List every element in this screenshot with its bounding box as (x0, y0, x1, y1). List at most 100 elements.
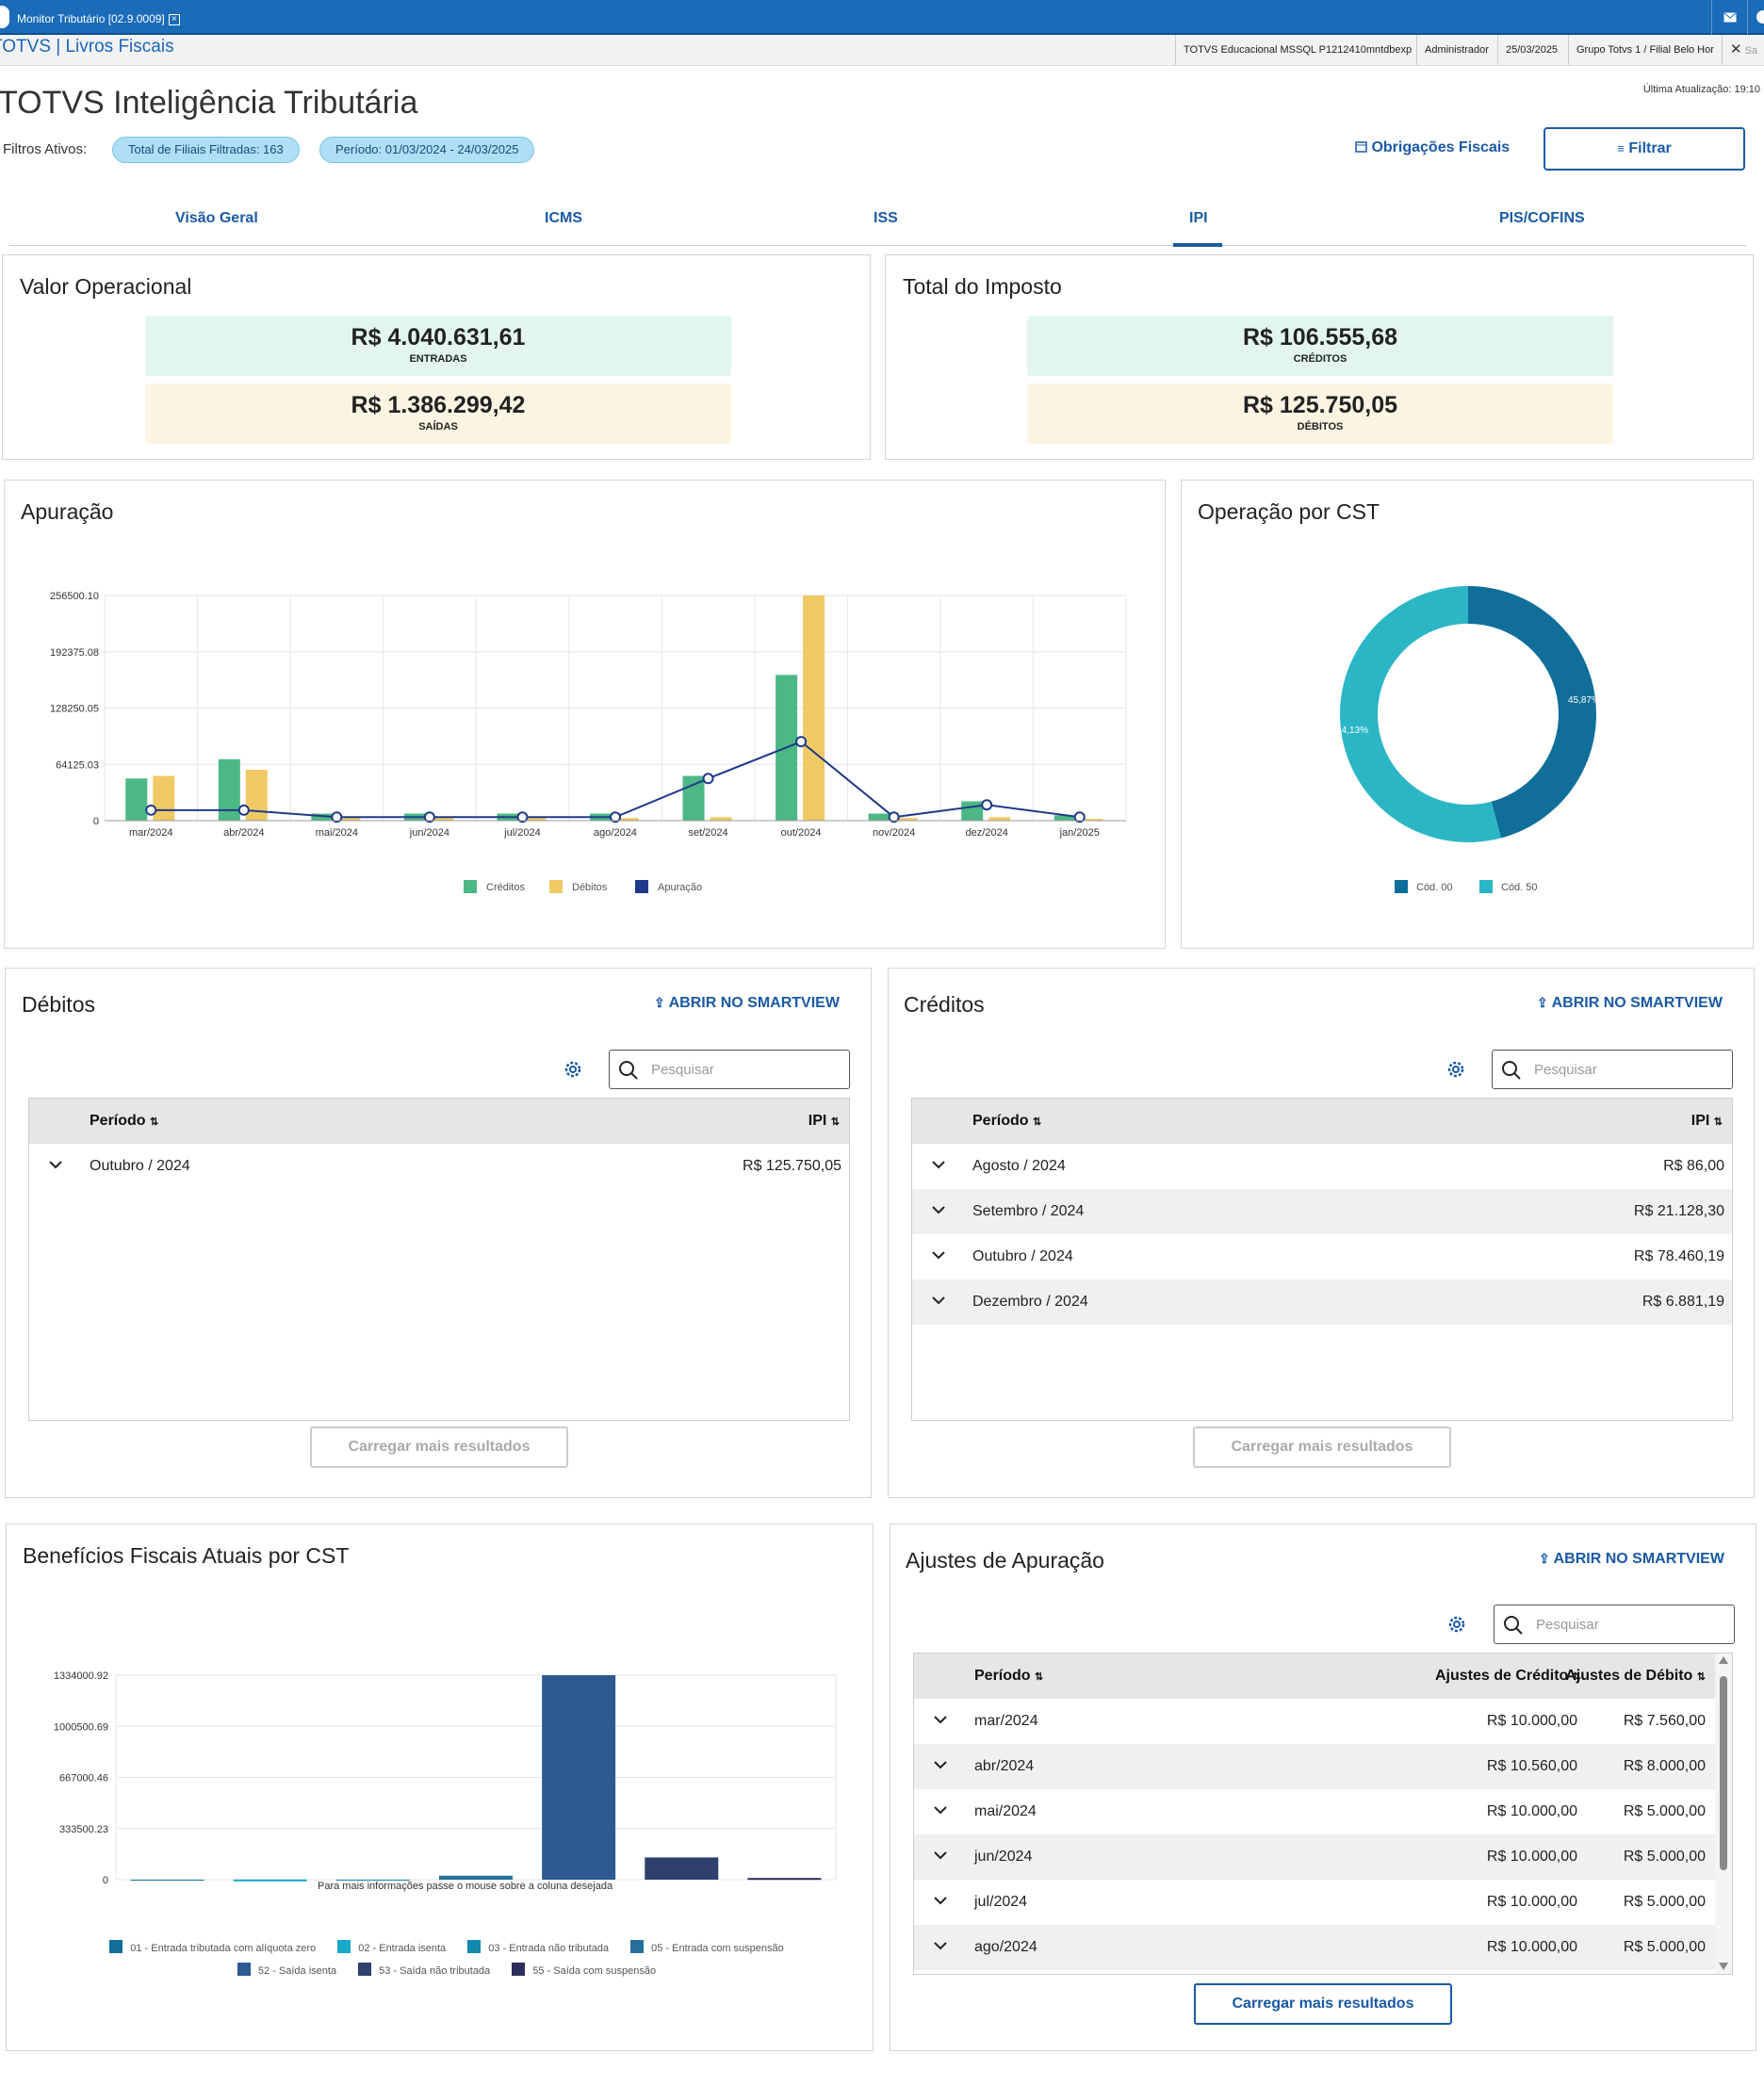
window-title: Monitor Tributário [02.9.0009] × (17, 12, 180, 25)
chevron-down-icon[interactable] (933, 1938, 948, 1953)
apuracao-chart: 256500.10 192375.08 128250.05 64125.03 0 mar/… (50, 591, 1127, 893)
load-more-button[interactable]: Carregar mais resultados (1193, 1426, 1451, 1468)
table-row[interactable]: Dezembro / 2024 R$ 6.881,19 (912, 1279, 1732, 1325)
table-row[interactable]: Outubro / 2024 R$ 125.750,05 (29, 1144, 849, 1189)
search-input[interactable]: Pesquisar (1492, 1050, 1733, 1089)
scrollbar-thumb[interactable] (1720, 1676, 1727, 1870)
debit-bar (524, 818, 547, 821)
col-debit[interactable]: Ajustes de Débito ⇅ (1565, 1668, 1706, 1684)
scroll-down-icon[interactable] (1719, 1963, 1728, 1970)
settings-icon[interactable] (1446, 1059, 1466, 1084)
apuracao-point (331, 811, 343, 823)
row-debit: R$ 5.000,00 (1623, 1894, 1706, 1910)
close-tab-icon[interactable]: × (168, 13, 180, 25)
row-debit: R$ 8.000,00 (1623, 1758, 1706, 1774)
card-title: Apuração (21, 499, 114, 524)
legend-item[interactable]: 05 - Entrada com suspensão (630, 1940, 784, 1954)
x-tick-label: abr/2024 (223, 827, 264, 839)
col-ipi[interactable]: IPI ⇅ (808, 1113, 840, 1129)
sort-icon: ⇅ (1713, 1116, 1723, 1128)
table-row[interactable]: mar/2024 R$ 10.000,00 R$ 7.560,00 (914, 1699, 1715, 1744)
share-icon: ⇪ (1537, 995, 1548, 1010)
tab-icms[interactable]: ICMS (545, 210, 582, 226)
exit-button[interactable]: ✕ Sa (1722, 35, 1764, 65)
debitos-table: Período ⇅ IPI ⇅ Outubro / 2024 R$ 125.75… (28, 1098, 850, 1421)
table-row[interactable]: mai/2024 R$ 10.000,00 R$ 5.000,00 (914, 1789, 1715, 1834)
chevron-down-icon[interactable] (933, 1848, 948, 1863)
chevron-down-icon[interactable] (931, 1293, 946, 1308)
y-tick-label: 333500.23 (59, 1824, 108, 1835)
chevron-down-icon[interactable] (933, 1893, 948, 1908)
row-ipi: R$ 21.128,30 (1633, 1203, 1724, 1219)
chevron-down-icon[interactable] (933, 1802, 948, 1817)
chevron-down-icon[interactable] (48, 1157, 63, 1172)
scroll-up-icon[interactable] (1719, 1656, 1728, 1664)
row-period: Outubro / 2024 (972, 1248, 1073, 1264)
col-period[interactable]: Período ⇅ (972, 1113, 1042, 1129)
row-period: ago/2024 (974, 1939, 1037, 1955)
entradas-label: ENTRADAS (409, 353, 467, 365)
card-title: Débitos (22, 992, 95, 1017)
filter-period-chip[interactable]: Período: 01/03/2024 - 24/03/2025 (319, 137, 535, 163)
smartview-button[interactable]: ⇪ ABRIR NO SMARTVIEW (1539, 1551, 1724, 1567)
legend-item[interactable]: 53 - Saída não tributada (358, 1963, 490, 1977)
table-row[interactable]: Agosto / 2024 R$ 86,00 (912, 1144, 1732, 1189)
smartview-button[interactable]: ⇪ ABRIR NO SMARTVIEW (1537, 995, 1723, 1011)
legend-item[interactable]: 03 - Entrada não tributada (467, 1940, 609, 1954)
search-input[interactable]: Pesquisar (609, 1050, 850, 1089)
legend-item[interactable]: 55 - Saída com suspensão (512, 1963, 656, 1977)
window-menu-button[interactable] (1747, 0, 1764, 35)
legend-item[interactable]: 02 - Entrada isenta (337, 1940, 446, 1954)
row-period: Outubro / 2024 (90, 1158, 190, 1174)
search-icon (619, 1061, 638, 1080)
chevron-down-icon[interactable] (931, 1202, 946, 1217)
tab-iss[interactable]: ISS (874, 210, 898, 226)
row-period: mai/2024 (974, 1803, 1037, 1819)
chevron-down-icon[interactable] (933, 1757, 948, 1772)
col-period[interactable]: Período ⇅ (974, 1668, 1044, 1684)
chevron-down-icon[interactable] (931, 1157, 946, 1172)
table-row[interactable]: abr/2024 R$ 10.560,00 R$ 8.000,00 (914, 1744, 1715, 1789)
entradas-kpi: R$ 4.040.631,61 ENTRADAS (145, 316, 731, 376)
tab-visao-geral[interactable]: Visão Geral (175, 210, 258, 226)
scrollbar[interactable] (1715, 1654, 1732, 1974)
card-title: Ajustes de Apuração (906, 1548, 1104, 1573)
load-more-button[interactable]: Carregar mais resultados (1194, 1983, 1452, 2025)
y-tick-label: 0 (103, 1875, 108, 1886)
legend-item[interactable]: 01 - Entrada tributada com alíquota zero (109, 1940, 316, 1954)
table-row[interactable]: Setembro / 2024 R$ 21.128,30 (912, 1189, 1732, 1234)
settings-icon[interactable] (1446, 1614, 1467, 1639)
sort-icon: ⇅ (1572, 1671, 1581, 1683)
col-credit[interactable]: Ajustes de Crédito ⇅ (1434, 1668, 1581, 1684)
tab-ipi[interactable]: IPI (1189, 210, 1208, 226)
bar (439, 1875, 513, 1880)
chevron-down-icon[interactable] (931, 1247, 946, 1263)
col-ipi[interactable]: IPI ⇅ (1690, 1113, 1723, 1129)
row-ipi: R$ 6.881,19 (1642, 1294, 1724, 1310)
last-update: Última Atualização: 19:10 (1642, 84, 1760, 95)
saidas-label: SAÍDAS (418, 421, 458, 432)
filter-branches-chip[interactable]: Total de Filiais Filtradas: 163 (112, 137, 300, 163)
search-input[interactable]: Pesquisar (1494, 1605, 1735, 1644)
table-row[interactable]: jun/2024 R$ 10.000,00 R$ 5.000,00 (914, 1834, 1715, 1880)
filter-button[interactable]: ≡ Filtrar (1544, 127, 1745, 171)
legend-item[interactable]: 52 - Saída isenta (237, 1963, 336, 1977)
sort-icon: ⇅ (830, 1116, 840, 1128)
col-period[interactable]: Período ⇅ (90, 1113, 159, 1129)
row-period: jul/2024 (974, 1894, 1028, 1910)
table-row[interactable]: Outubro / 2024 R$ 78.460,19 (912, 1234, 1732, 1279)
obligations-button[interactable]: Obrigações Fiscais (1355, 139, 1510, 156)
mail-button[interactable] (1711, 0, 1747, 35)
chevron-down-icon[interactable] (933, 1712, 948, 1727)
credit-bar (868, 813, 890, 821)
table-row[interactable]: jul/2024 R$ 10.000,00 R$ 5.000,00 (914, 1880, 1715, 1925)
pie-slice (1340, 586, 1501, 842)
smartview-button[interactable]: ⇪ ABRIR NO SMARTVIEW (654, 995, 840, 1011)
load-more-button[interactable]: Carregar mais resultados (310, 1426, 568, 1468)
x-tick-label: out/2024 (781, 827, 822, 839)
y-tick-label: 0 (93, 816, 99, 827)
tab-pis-cofins[interactable]: PIS/COFINS (1499, 210, 1585, 226)
settings-icon[interactable] (563, 1059, 583, 1084)
credit-bar (682, 775, 705, 821)
table-row[interactable]: ago/2024 R$ 10.000,00 R$ 5.000,00 (914, 1925, 1715, 1970)
